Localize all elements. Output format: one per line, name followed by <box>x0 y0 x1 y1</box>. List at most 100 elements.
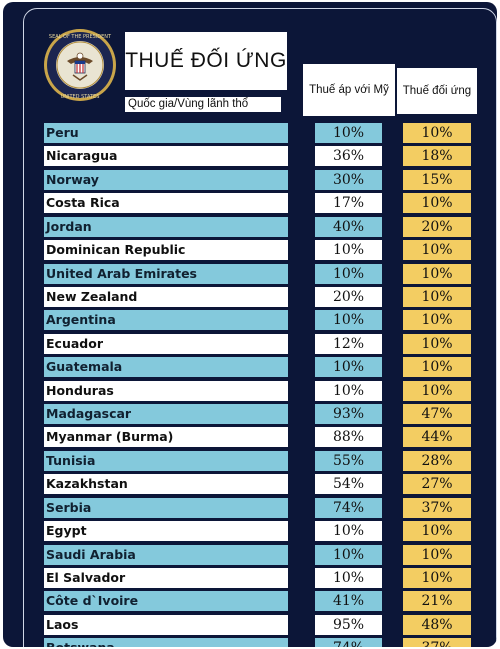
table-row: Serbia 74% 37% <box>44 497 474 521</box>
country-name: Madagascar <box>44 404 288 425</box>
country-name: Egypt <box>44 521 288 542</box>
country-name: Argentina <box>44 310 288 331</box>
reciprocal-tariff-value: 10% <box>403 123 471 143</box>
us-tariff-value: 10% <box>315 263 382 284</box>
country-name: Peru <box>44 123 288 143</box>
reciprocal-tariff-value: 20% <box>403 216 471 237</box>
table-row: Myanmar (Burma) 88% 44% <box>44 427 474 450</box>
table-row: Argentina 10% 10% <box>44 310 474 333</box>
reciprocal-tariff-value: 10% <box>403 310 471 331</box>
us-tariff-value: 74% <box>315 497 382 518</box>
country-name: Tunisia <box>44 450 288 471</box>
us-tariff-value: 10% <box>315 310 382 331</box>
country-column-header: Quốc gia/Vùng lãnh thổ <box>125 97 281 112</box>
country-name: Guatemala <box>44 357 288 378</box>
table-row: Botswana 74% 37% <box>44 638 474 647</box>
reciprocal-tariff-value: 37% <box>403 497 471 518</box>
country-name: El Salvador <box>44 568 288 589</box>
reciprocal-tariff-value: 48% <box>403 614 471 635</box>
us-tariff-value: 88% <box>315 427 382 448</box>
us-tariff-value: 40% <box>315 216 382 237</box>
us-tariff-value: 10% <box>315 521 382 542</box>
reciprocal-tariff-value: 15% <box>403 169 471 190</box>
reciprocal-tariff-value: 47% <box>403 404 471 425</box>
us-tariff-value: 41% <box>315 591 382 612</box>
table-row: Madagascar 93% 47% <box>44 404 474 427</box>
reciprocal-tariff-value: 10% <box>403 263 471 284</box>
reciprocal-tariff-value: 21% <box>403 591 471 612</box>
us-tariff-value: 10% <box>315 357 382 378</box>
table-row: Costa Rica 17% 10% <box>44 193 474 216</box>
country-name: Ecuador <box>44 333 288 354</box>
page-title: THUẾ ĐỐI ỨNG <box>125 32 287 90</box>
reciprocal-tariff-value: 10% <box>403 521 471 542</box>
reciprocal-tariff-value: 28% <box>403 450 471 471</box>
table-row: El Salvador 10% 10% <box>44 568 474 591</box>
table-row: Côte d`Ivoire 41% 21% <box>44 591 474 614</box>
country-name: New Zealand <box>44 286 288 307</box>
us-tariff-value: 93% <box>315 404 382 425</box>
country-name: Nicaragua <box>44 146 288 167</box>
tariff-table: Peru 10% 10% Nicaragua 36% 18% Norway 30… <box>44 123 474 647</box>
svg-text:UNITED STATES: UNITED STATES <box>61 94 100 100</box>
country-name: Myanmar (Burma) <box>44 427 288 448</box>
country-name: Saudi Arabia <box>44 544 288 565</box>
table-row: Guatemala 10% 10% <box>44 357 474 380</box>
reciprocal-tariff-value: 10% <box>403 286 471 307</box>
reciprocal-tariff-column-header: Thuế đối ứng <box>397 68 477 114</box>
table-row: New Zealand 20% 10% <box>44 286 474 310</box>
us-tariff-value: 74% <box>315 638 382 647</box>
country-name: Côte d`Ivoire <box>44 591 288 612</box>
reciprocal-tariff-value: 10% <box>403 357 471 378</box>
us-tariff-value: 10% <box>315 123 382 143</box>
country-name: Kazakhstan <box>44 474 288 495</box>
reciprocal-tariff-value: 10% <box>403 240 471 261</box>
reciprocal-tariff-value: 37% <box>403 638 471 647</box>
us-tariff-value: 17% <box>315 193 382 214</box>
us-tariff-value: 10% <box>315 544 382 565</box>
table-row: United Arab Emirates 10% 10% <box>44 263 474 287</box>
us-tariff-value: 20% <box>315 286 382 307</box>
reciprocal-tariff-value: 44% <box>403 427 471 448</box>
us-tariff-value: 54% <box>315 474 382 495</box>
table-row: Kazakhstan 54% 27% <box>44 474 474 497</box>
table-row: Ecuador 12% 10% <box>44 333 474 357</box>
table-row: Egypt 10% 10% <box>44 521 474 544</box>
us-tariff-value: 95% <box>315 614 382 635</box>
country-name: Laos <box>44 614 288 635</box>
reciprocal-tariff-value: 27% <box>403 474 471 495</box>
table-row: Norway 30% 15% <box>44 169 474 193</box>
us-tariff-value: 30% <box>315 169 382 190</box>
tariff-infographic: SEAL OF THE PRESIDENT UNITED STATES THUẾ… <box>3 2 497 647</box>
svg-text:SEAL OF THE PRESIDENT: SEAL OF THE PRESIDENT <box>49 34 112 40</box>
table-row: Tunisia 55% 28% <box>44 450 474 474</box>
us-tariff-value: 10% <box>315 240 382 261</box>
us-tariff-column-header: Thuế áp với Mỹ <box>303 64 395 116</box>
country-name: Botswana <box>44 638 288 647</box>
table-row: Laos 95% 48% <box>44 614 474 638</box>
country-name: Honduras <box>44 380 288 401</box>
table-row: Nicaragua 36% 18% <box>44 146 474 169</box>
reciprocal-tariff-value: 10% <box>403 380 471 401</box>
table-row: Jordan 40% 20% <box>44 216 474 240</box>
us-tariff-value: 36% <box>315 146 382 167</box>
table-row: Honduras 10% 10% <box>44 380 474 404</box>
reciprocal-tariff-value: 10% <box>403 193 471 214</box>
country-name: Costa Rica <box>44 193 288 214</box>
reciprocal-tariff-value: 18% <box>403 146 471 167</box>
reciprocal-tariff-value: 10% <box>403 333 471 354</box>
table-row: Peru 10% 10% <box>44 123 474 146</box>
country-name: Serbia <box>44 497 288 518</box>
country-name: Jordan <box>44 216 288 237</box>
country-name: Dominican Republic <box>44 240 288 261</box>
us-tariff-value: 12% <box>315 333 382 354</box>
frame-border <box>23 8 497 647</box>
country-name: Norway <box>44 169 288 190</box>
table-row: Saudi Arabia 10% 10% <box>44 544 474 568</box>
table-row: Dominican Republic 10% 10% <box>44 240 474 263</box>
us-tariff-value: 10% <box>315 568 382 589</box>
country-name: United Arab Emirates <box>44 263 288 284</box>
us-tariff-value: 55% <box>315 450 382 471</box>
presidential-seal-icon: SEAL OF THE PRESIDENT UNITED STATES <box>44 29 116 101</box>
us-tariff-value: 10% <box>315 380 382 401</box>
